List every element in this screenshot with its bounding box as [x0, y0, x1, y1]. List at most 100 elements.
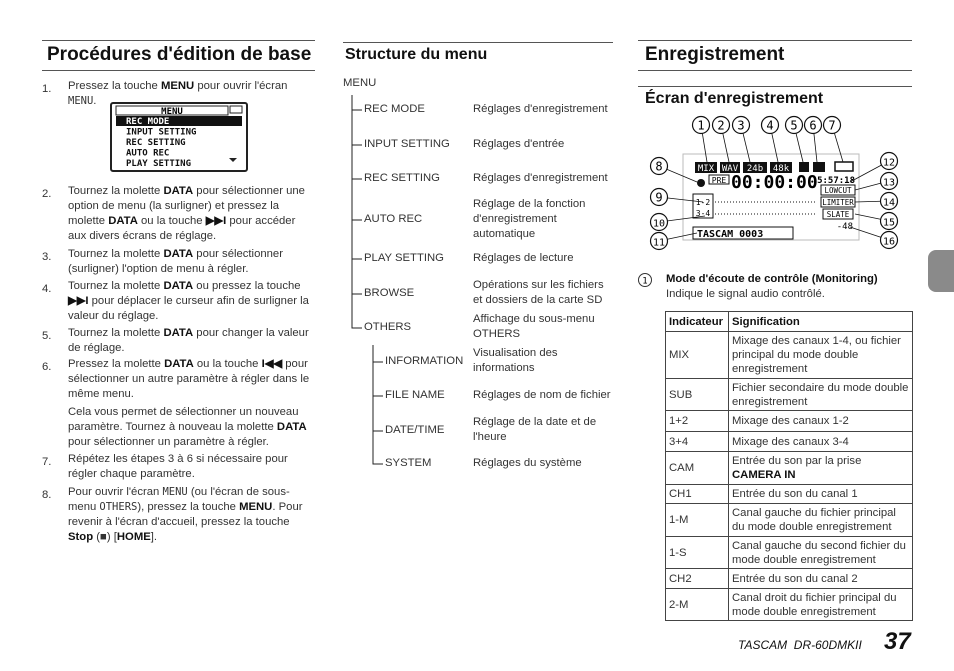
step-number: 8. — [42, 489, 52, 501]
submenu-item: SYSTEM — [385, 457, 432, 469]
callout-number: 9 — [655, 191, 662, 205]
rule — [42, 70, 315, 71]
text-run: DATA — [108, 215, 138, 227]
lcd-text: -48 — [837, 222, 853, 232]
text-run: pour sélectionner un paramètre à régler. — [68, 436, 269, 448]
text-run: Pour ouvrir l'écran — [68, 486, 163, 498]
text-run: pour accéder aux divers écrans de réglag… — [68, 215, 296, 242]
text-run: MENU — [162, 486, 188, 498]
step-text: Pour ouvrir l'écran MENU (ou l'écran de … — [68, 485, 316, 545]
callout-circle — [879, 171, 899, 191]
menu-description: Affichage du sous-menu OTHERS — [473, 313, 595, 340]
text-run: Cela vous permet de sélectionner un nouv… — [68, 406, 299, 433]
table-cell: 3+4 — [665, 431, 729, 452]
step-number: 7. — [42, 456, 52, 468]
table-cell: Entrée du son par la prise CAMERA IN — [728, 451, 913, 485]
callout-number: 16 — [883, 237, 895, 248]
text-run: ) [ — [106, 531, 117, 543]
table-row: CH1 Entrée du son du canal 1 — [665, 484, 913, 504]
text-run: MENU — [239, 501, 273, 513]
menu-description: Réglages de lecture — [473, 252, 574, 264]
menu-item: INPUT SETTING — [364, 138, 450, 150]
callout-number: 11 — [653, 238, 665, 249]
table-cell: MIX — [665, 331, 729, 379]
page-number: 37 — [884, 628, 911, 655]
callout-circle — [649, 231, 669, 251]
table-cell: 1-S — [665, 536, 729, 569]
tree-lines — [351, 95, 383, 465]
section-title: Structure du menu — [345, 46, 488, 63]
paragraph: Tournez la molette DATA pour changer la … — [68, 326, 316, 356]
item-description: Indique le signal audio contrôlé. — [666, 288, 825, 300]
menu-item: REC MODE — [364, 103, 425, 115]
table-cell: Canal droit du fichier principal du mode… — [728, 588, 913, 621]
menu-item: REC SETTING — [126, 138, 186, 148]
text-run: Stop — [68, 531, 94, 543]
menu-description: Réglages de nom de fichier — [473, 389, 611, 401]
lcd-text: LIMITER — [822, 198, 854, 207]
text-run: pour sélectionner un autre paramètre à r… — [68, 358, 310, 400]
table-row: CH2 Entrée du son du canal 2 — [665, 568, 913, 589]
paragraph: Pressez la touche MENU pour ouvrir l'écr… — [68, 79, 316, 109]
text-run: Pressez la molette — [68, 358, 165, 370]
table-cell: Entrée du son du canal 1 — [728, 484, 913, 504]
text-run: DATA — [276, 421, 307, 433]
callout-number: 14 — [883, 198, 895, 209]
callout-circle — [760, 115, 780, 135]
table-cell: SUB — [665, 378, 729, 411]
menu-description: Réglage de la date et de l'heure — [473, 416, 597, 443]
rule — [42, 40, 315, 41]
text-run: ( — [93, 531, 101, 543]
table-row: 2-M Canal droit du fichier principal du m… — [665, 588, 913, 621]
lcd-text: 24b — [747, 164, 763, 174]
menu-description: Opérations sur les fichiers et dossiers … — [473, 279, 604, 306]
cell-line: Entrée du son par la prise — [732, 455, 862, 467]
footer-model: TASCAM DR-60DMKII — [738, 638, 862, 652]
lcd-text: SLATE — [827, 210, 850, 219]
table-header-cell: Indicateur — [665, 311, 729, 332]
text-run: DATA — [164, 358, 194, 370]
callout-circle — [784, 115, 804, 135]
step-number: 2. — [42, 188, 52, 200]
menu-item: AUTO REC — [364, 213, 423, 225]
text-run: ■ — [100, 531, 107, 543]
callout-circle — [803, 115, 823, 135]
rule — [638, 86, 912, 87]
step-text: Tournez la molette DATA pour sélectionne… — [68, 247, 316, 277]
submenu-item: FILE NAME — [385, 389, 445, 401]
step-number: 3. — [42, 251, 52, 263]
table-cell: Entrée du son du canal 2 — [728, 568, 913, 589]
menu-item: AUTO REC — [126, 149, 169, 159]
rule — [343, 42, 613, 43]
callout-number: 10 — [653, 219, 665, 230]
menu-item: PLAY SETTING — [126, 159, 191, 169]
paragraph: Tournez la molette DATA ou pressez la to… — [68, 279, 316, 324]
text-run: MENU — [160, 80, 195, 92]
menu-root: MENU — [343, 77, 377, 89]
lcd-text: 3-4 — [696, 209, 711, 218]
text-run: pour changer la valeur de réglage. — [68, 327, 309, 354]
step-text: Répétez les étapes 3 à 6 si nécessaire p… — [68, 452, 316, 482]
text-run: OTHERS — [99, 501, 138, 513]
lcd-text: PRE — [712, 176, 727, 185]
table-row: MIX Mixage des canaux 1-4, ou fichier pri… — [665, 331, 913, 379]
text-run: ▶▶I — [68, 295, 89, 307]
callout-number: 15 — [883, 218, 895, 229]
text-run: DATA — [163, 280, 194, 292]
callout-circle — [649, 156, 669, 176]
text-run: Tournez la molette — [68, 280, 164, 292]
step-number: 6. — [42, 361, 52, 373]
table-cell: Canal gauche du fichier principal du mod… — [728, 503, 913, 537]
callout-circle — [879, 151, 899, 171]
menu-item: OTHERS — [364, 321, 412, 333]
submenu-item: DATE/TIME — [385, 424, 445, 436]
table-row: 1-S Canal gauche du second fichier du mod… — [665, 536, 913, 569]
text-run: DATA — [163, 327, 194, 339]
callout-number: 3 — [737, 119, 744, 133]
step-text: Pressez la touche MENU pour ouvrir l'écr… — [68, 79, 316, 109]
lcd-text: 5:57:18 — [817, 176, 855, 186]
table-cell: 2-M — [665, 588, 729, 621]
callout-circle — [879, 191, 899, 211]
lcd-text: 1-2 — [696, 198, 711, 207]
step-text: Pressez la molette DATA ou la touche I◀◀… — [68, 357, 316, 450]
